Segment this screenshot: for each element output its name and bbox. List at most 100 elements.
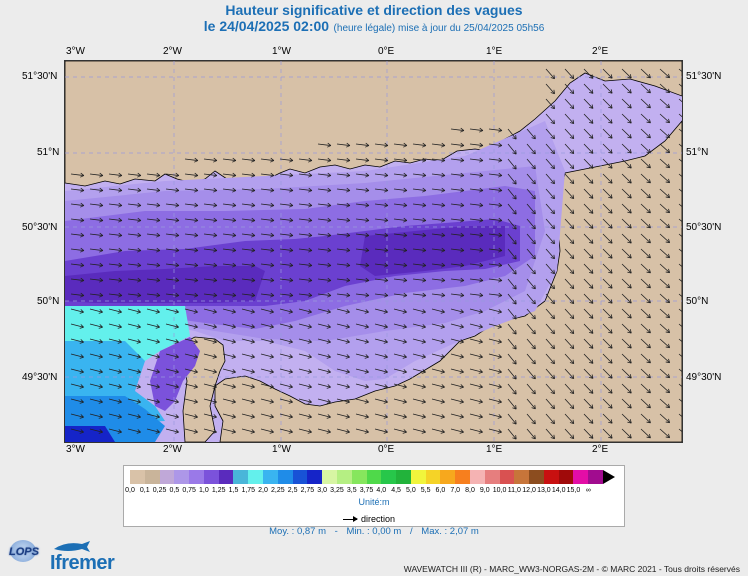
direction-arrow — [374, 188, 388, 191]
direction-arrow-head — [193, 399, 198, 404]
direction-arrow — [184, 278, 198, 281]
direction-arrow-head — [137, 232, 142, 238]
direction-arrow-head — [569, 74, 575, 79]
direction-arrow-head — [156, 262, 161, 268]
direction-arrow — [602, 263, 613, 274]
direction-arrow — [488, 398, 502, 403]
direction-arrow-head — [79, 369, 84, 374]
direction-arrow — [659, 143, 670, 154]
direction-arrow — [602, 293, 613, 304]
direction-arrow — [545, 293, 555, 305]
direction-arrow — [507, 308, 517, 320]
direction-arrow — [450, 143, 464, 146]
direction-arrow-head — [646, 103, 651, 109]
direction-arrow — [621, 68, 632, 79]
direction-arrow — [640, 398, 651, 409]
direction-arrow — [526, 248, 536, 260]
direction-arrow — [526, 293, 536, 305]
direction-arrow-head — [326, 339, 331, 344]
direction-arrow — [317, 368, 331, 373]
direction-arrow — [488, 173, 502, 176]
direction-arrow-head — [531, 299, 536, 305]
direction-arrow — [108, 233, 122, 236]
direction-arrow-head — [588, 299, 594, 304]
direction-arrow — [298, 398, 312, 403]
direction-arrow — [678, 308, 682, 313]
direction-arrow — [621, 308, 632, 319]
direction-arrow-head — [79, 399, 84, 404]
ifremer-logo[interactable]: Ifremer — [50, 552, 115, 574]
direction-arrow-head — [479, 142, 484, 148]
direction-arrow — [260, 383, 274, 388]
direction-arrow-head — [193, 339, 198, 344]
direction-arrow — [241, 323, 255, 328]
direction-arrow — [165, 338, 179, 343]
direction-arrow — [127, 248, 141, 251]
direction-arrow-head — [531, 344, 536, 350]
direction-arrow — [374, 323, 388, 328]
direction-arrow — [526, 218, 536, 230]
direction-arrow — [165, 263, 179, 266]
land-south-england — [65, 61, 682, 187]
direction-arrow — [298, 308, 312, 313]
direction-arrow-head — [646, 373, 651, 379]
direction-arrow — [70, 308, 84, 313]
direction-arrow-head — [608, 254, 613, 259]
direction-arrow-head — [497, 414, 502, 419]
direction-arrow-head — [550, 359, 555, 365]
direction-arrow — [583, 98, 594, 109]
direction-arrow — [203, 158, 217, 161]
direction-arrow-head — [646, 193, 651, 199]
direction-arrow-head — [422, 262, 427, 268]
direction-arrow — [260, 353, 274, 358]
direction-arrow-head — [588, 389, 594, 394]
legend-swatch — [307, 470, 323, 484]
direction-arrow-head — [308, 187, 313, 193]
direction-arrow-head — [665, 343, 671, 349]
direction-arrow — [336, 323, 350, 328]
direction-arrow-head — [588, 374, 594, 379]
direction-arrow-head — [569, 134, 575, 139]
direction-arrow — [184, 173, 198, 176]
direction-arrow — [583, 338, 594, 349]
direction-arrow — [393, 143, 407, 146]
direction-arrow — [203, 353, 217, 358]
direction-arrow-head — [136, 399, 141, 404]
direction-arrow — [450, 383, 464, 388]
direction-arrow — [374, 218, 388, 221]
direction-arrow-head — [155, 354, 160, 359]
direction-arrow — [298, 173, 312, 176]
direction-arrow-head — [194, 247, 199, 253]
legend-tick-label: 1,25 — [211, 487, 226, 494]
direction-arrow-head — [98, 384, 103, 389]
direction-arrow-head — [79, 339, 84, 344]
legend-swatch — [484, 470, 500, 484]
direction-arrow-head — [327, 292, 332, 298]
direction-arrow-head — [646, 88, 651, 94]
direction-arrow — [336, 158, 350, 161]
direction-arrow — [165, 383, 179, 388]
direction-arrow-head — [459, 309, 464, 314]
direction-arrow-head — [175, 277, 180, 283]
direction-arrow — [507, 263, 517, 275]
direction-arrow — [431, 218, 445, 221]
direction-arrow-head — [232, 217, 237, 223]
direction-arrow — [526, 143, 536, 155]
direction-arrow — [260, 218, 274, 221]
direction-arrow — [298, 338, 312, 343]
direction-arrow-head — [270, 232, 275, 238]
legend-swatch — [543, 470, 559, 484]
direction-arrow-head — [384, 277, 389, 283]
direction-arrow — [640, 83, 651, 94]
direction-arrow — [374, 173, 388, 176]
direction-arrow — [146, 293, 160, 296]
direction-arrow — [678, 218, 682, 223]
direction-arrow-head — [174, 369, 179, 374]
lops-logo[interactable]: LOPS — [4, 540, 42, 566]
direction-arrow — [545, 248, 555, 260]
direction-arrow — [450, 353, 464, 358]
direction-arrow-head — [627, 74, 632, 79]
direction-arrow-head — [270, 292, 275, 298]
direction-arrow — [431, 263, 445, 266]
direction-arrow-head — [212, 324, 217, 329]
